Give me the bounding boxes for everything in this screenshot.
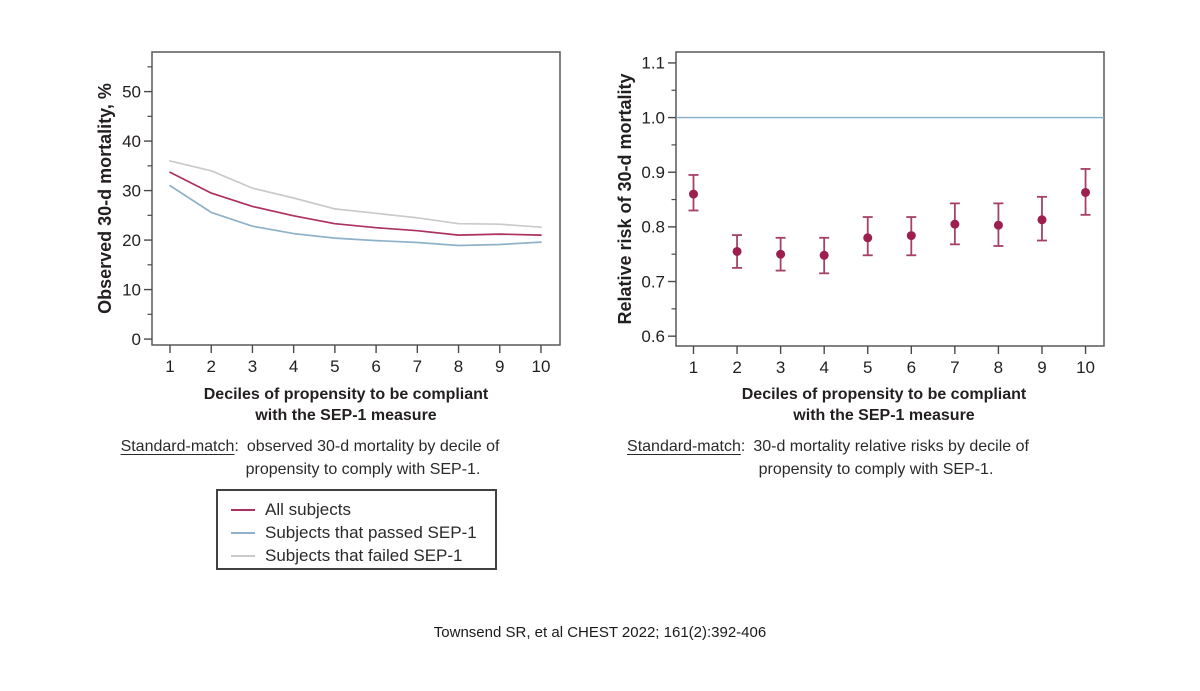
x-tick-label: 7 xyxy=(950,358,959,377)
rr-point-decile-1 xyxy=(688,174,699,212)
series-line-subjects-that-failed-sep-1 xyxy=(169,160,542,229)
x-tick-label: 4 xyxy=(289,357,298,376)
y-tick-label: 10 xyxy=(122,280,141,299)
right-x-axis-title: Deciles of propensity to be compliant wi… xyxy=(742,384,1027,426)
right-caption-text: 30-d mortality relative risks by decile … xyxy=(753,438,1029,455)
rr-marker xyxy=(689,189,698,199)
x-tick-label: 6 xyxy=(907,358,916,377)
x-tick-label: 10 xyxy=(532,357,551,376)
legend-line-sample-all-subjects xyxy=(231,508,255,511)
y-tick-label: 0.6 xyxy=(641,327,665,346)
rr-point-decile-6 xyxy=(906,216,917,257)
x-tick-label: 8 xyxy=(454,357,463,376)
rr-point-decile-9 xyxy=(1036,195,1047,242)
rr-marker xyxy=(863,233,873,243)
right-caption-term: Standard-match xyxy=(627,438,741,455)
legend-line-sample-failed-sep1 xyxy=(231,554,255,557)
y-tick-label: 50 xyxy=(122,82,141,101)
legend-item-all-subjects: All subjects xyxy=(231,498,495,521)
rr-marker xyxy=(950,219,960,229)
right-caption-line1: Standard-match: 30-d mortality relative r… xyxy=(627,438,1029,456)
right-x-axis-title-line2: with the SEP-1 measure xyxy=(793,407,975,424)
left-x-axis-title-line2: with the SEP-1 measure xyxy=(255,407,437,424)
x-tick-label: 3 xyxy=(776,358,785,377)
x-tick-label: 5 xyxy=(863,358,872,377)
legend-label-all-subjects: All subjects xyxy=(265,499,351,519)
citation: Townsend SR, et al CHEST 2022; 161(2):39… xyxy=(433,624,767,641)
legend-label-passed-sep1: Subjects that passed SEP-1 xyxy=(265,522,477,542)
left-caption-term: Standard-match xyxy=(120,438,235,455)
left-caption-colon: : xyxy=(234,438,239,455)
y-tick-label: 0.9 xyxy=(641,163,665,182)
rr-point-decile-5 xyxy=(862,216,873,257)
y-tick-label: 30 xyxy=(122,181,141,200)
rr-marker xyxy=(776,249,786,259)
x-tick-label: 4 xyxy=(819,358,828,377)
y-tick-label: 0.7 xyxy=(641,272,665,291)
observed-mortality-chart: 0 10 20 30 40 50 1 2 3 4 5 6 7 8 9 10 Observed 30-d mort… xyxy=(95,51,561,376)
plot-box xyxy=(675,51,1105,347)
plot-box xyxy=(151,51,561,346)
relative-risk-chart: 0.6 0.7 0.8 0.9 1.0 1.1 1 2 3 4 5 6 7 8 9 10 Relative ri… xyxy=(615,51,1105,377)
y-axis-title: Relative risk of 30-d mortality xyxy=(615,73,635,324)
rr-marker xyxy=(993,220,1003,230)
rr-point-decile-4 xyxy=(819,236,830,275)
legend-item-passed-sep1: Subjects that passed SEP-1 xyxy=(231,521,495,544)
x-tick-label: 1 xyxy=(165,357,174,376)
y-axis-title: Observed 30-d mortality, % xyxy=(95,83,115,314)
x-tick-label: 1 xyxy=(689,358,698,377)
left-caption-line1: Standard-match: observed 30-d mortality b… xyxy=(121,438,500,456)
series-line-all-subjects xyxy=(169,171,542,236)
rr-marker xyxy=(1081,187,1091,197)
y-tick-label: 0.8 xyxy=(641,218,665,237)
x-tick-label: 6 xyxy=(371,357,380,376)
left-x-axis-title: Deciles of propensity to be compliant wi… xyxy=(204,384,489,426)
x-tick-label: 2 xyxy=(732,358,741,377)
rr-marker xyxy=(906,231,916,241)
x-tick-label: 9 xyxy=(1037,358,1046,377)
y-tick-label: 20 xyxy=(122,231,141,250)
rr-point-decile-7 xyxy=(949,202,960,246)
legend: All subjects Subjects that passed SEP-1 … xyxy=(216,489,497,570)
y-tick-label: 40 xyxy=(122,132,141,151)
rr-point-decile-2 xyxy=(732,234,743,269)
x-tick-label: 10 xyxy=(1076,358,1095,377)
right-caption-colon: : xyxy=(740,438,746,455)
rr-marker xyxy=(819,250,829,260)
y-tick-label: 1.1 xyxy=(641,54,665,73)
y-tick-label: 0 xyxy=(132,330,141,349)
rr-point-decile-3 xyxy=(775,236,786,272)
y-tick-label: 1.0 xyxy=(641,108,665,127)
rr-point-decile-10 xyxy=(1080,168,1091,216)
left-caption-text: observed 30-d mortality by decile of xyxy=(246,438,500,455)
legend-label-failed-sep1: Subjects that failed SEP-1 xyxy=(265,545,463,565)
right-caption-line2: propensity to comply with SEP-1. xyxy=(758,461,994,478)
x-tick-label: 5 xyxy=(330,357,339,376)
x-tick-label: 8 xyxy=(994,358,1003,377)
x-tick-label: 7 xyxy=(413,357,422,376)
legend-item-failed-sep1: Subjects that failed SEP-1 xyxy=(231,544,495,567)
left-caption-line2: propensity to comply with SEP-1. xyxy=(245,461,481,478)
rr-point-decile-8 xyxy=(993,202,1004,247)
left-x-axis-title-line1: Deciles of propensity to be compliant xyxy=(203,386,489,403)
legend-line-sample-passed-sep1 xyxy=(231,531,255,534)
right-x-axis-title-line1: Deciles of propensity to be compliant xyxy=(741,386,1027,403)
rr-marker xyxy=(1037,215,1047,225)
x-tick-label: 3 xyxy=(248,357,257,376)
x-tick-label: 9 xyxy=(495,357,504,376)
rr-marker xyxy=(732,246,742,256)
x-tick-label: 2 xyxy=(206,357,215,376)
series-line-subjects-that-passed-sep-1 xyxy=(169,184,542,247)
